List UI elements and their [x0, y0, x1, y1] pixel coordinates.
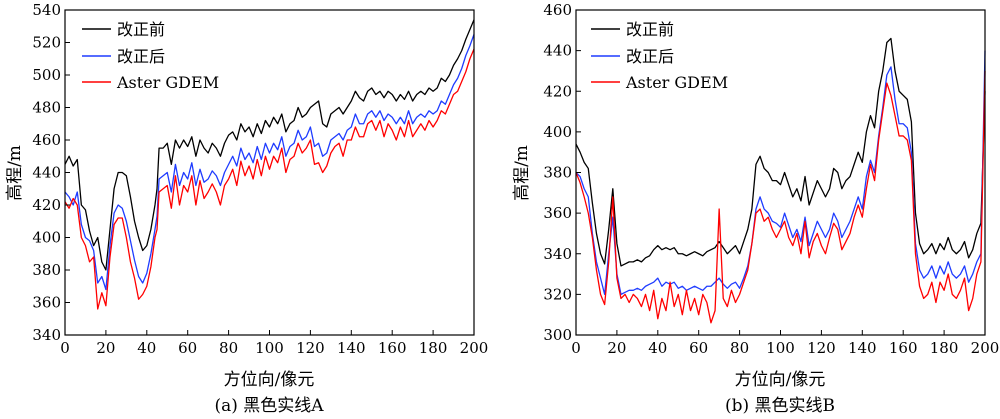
x-tick-label-a-7: 140: [337, 339, 366, 357]
x-tick-label-a-9: 180: [419, 339, 448, 357]
y-tick-label-a-8: 500: [32, 66, 61, 84]
y-tick-label-a-10: 540: [32, 1, 61, 19]
axes-a: 0 20 40 60 80 100 120 140 160 180 200 340 360 380 400 4…: [32, 1, 488, 357]
x-tick-label-b-3: 60: [689, 339, 708, 357]
y-tick-label-b-2: 340: [543, 245, 572, 263]
chart-panel-a: 0 20 40 60 80 100 120 140 160 180 200 340 360 380 400 4…: [5, 1, 488, 416]
x-tick-label-b-5: 100: [766, 339, 795, 357]
legend-a-label-1: 改正后: [117, 47, 165, 66]
y-tick-label-b-6: 420: [543, 82, 572, 100]
y-tick-label-a-9: 520: [32, 34, 61, 52]
x-tick-label-a-0: 0: [60, 339, 70, 357]
caption-a: (a) 黑色实线A: [214, 396, 324, 416]
y-tick-label-a-3: 400: [32, 229, 61, 247]
x-tick-label-b-0: 0: [571, 339, 581, 357]
series-line-a-1: [64, 34, 475, 291]
legend-a-label-2: Aster GDEM: [116, 73, 219, 92]
y-tick-label-b-5: 400: [543, 123, 572, 141]
x-tick-label-a-8: 160: [378, 339, 407, 357]
y-tick-label-b-0: 300: [543, 326, 572, 344]
series-line-a-0: [64, 19, 475, 271]
y-tick-label-a-2: 380: [32, 261, 61, 279]
caption-b: (b) 黑色实线B: [725, 396, 835, 416]
x-tick-label-a-10: 200: [460, 339, 489, 357]
series-line-b-2: [575, 70, 986, 324]
axes-b: 0 20 40 60 80 100 120 140 160 180 200 300 320 340 360 3…: [543, 1, 999, 357]
y-tick-label-a-6: 460: [32, 131, 61, 149]
y-tick-label-a-5: 440: [32, 164, 61, 182]
y-tick-label-a-4: 420: [32, 196, 61, 214]
x-tick-label-b-4: 80: [730, 339, 749, 357]
y-tick-label-b-4: 380: [543, 164, 572, 182]
series-line-b-0: [575, 37, 986, 267]
legend-b-label-2: Aster GDEM: [625, 73, 728, 92]
x-tick-label-b-7: 140: [848, 339, 877, 357]
x-tick-label-b-10: 200: [971, 339, 1000, 357]
legend-b-label-1: 改正后: [626, 47, 674, 66]
plot-lines-a: [64, 19, 475, 310]
legend-b-label-0: 改正前: [626, 20, 674, 39]
y-tick-label-a-1: 360: [32, 294, 61, 312]
x-tick-label-a-4: 80: [219, 339, 238, 357]
y-tick-label-b-7: 440: [543, 42, 572, 60]
x-axis-label-a: 方位向/像元: [224, 370, 315, 390]
x-tick-label-b-2: 40: [648, 339, 667, 357]
x-tick-label-a-5: 100: [255, 339, 284, 357]
legend-a-label-0: 改正前: [117, 20, 165, 39]
x-tick-label-b-9: 180: [930, 339, 959, 357]
y-tick-label-b-3: 360: [543, 204, 572, 222]
y-axis-label-b: 高程/m: [512, 145, 532, 201]
x-tick-label-a-2: 40: [137, 339, 156, 357]
legend-a: 改正前 改正后 Aster GDEM: [82, 20, 219, 92]
legend-b: 改正前 改正后 Aster GDEM: [591, 20, 728, 92]
y-tick-label-b-8: 460: [543, 1, 572, 19]
series-line-b-1: [575, 50, 986, 296]
x-axis-label-b: 方位向/像元: [735, 370, 826, 390]
x-tick-label-b-8: 160: [889, 339, 918, 357]
chart-panel-b: 0 20 40 60 80 100 120 140 160 180 200 300 320 340 360 3…: [512, 1, 999, 416]
x-tick-label-a-3: 60: [178, 339, 197, 357]
x-tick-label-b-1: 20: [607, 339, 626, 357]
x-tick-label-b-6: 120: [807, 339, 836, 357]
y-tick-label-a-7: 480: [32, 99, 61, 117]
y-tick-label-b-1: 320: [543, 285, 572, 303]
y-axis-label-a: 高程/m: [5, 145, 25, 201]
plot-lines-b: [575, 37, 986, 324]
x-tick-label-a-6: 120: [296, 339, 325, 357]
y-tick-label-a-0: 340: [32, 326, 61, 344]
x-tick-label-a-1: 20: [96, 339, 115, 357]
series-line-a-2: [64, 48, 475, 310]
